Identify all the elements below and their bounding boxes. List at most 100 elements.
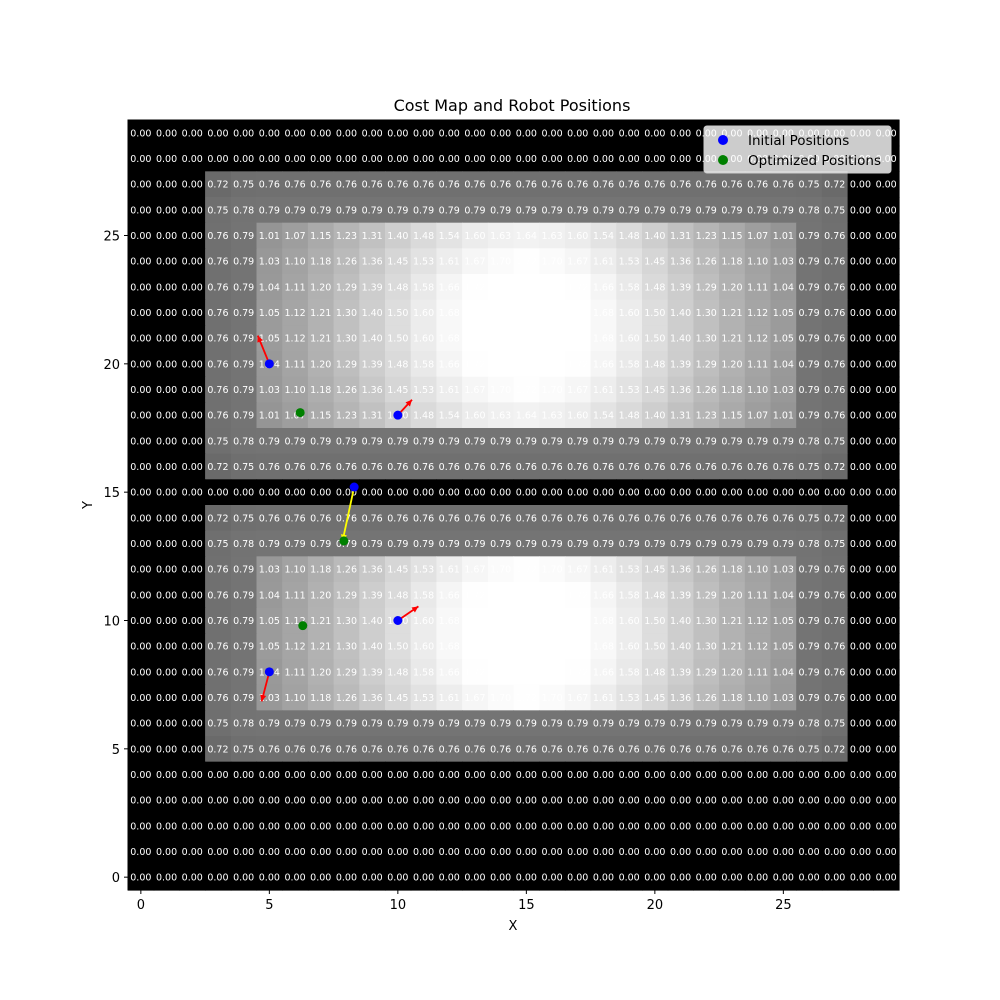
heatmap-cell-label: 0.00 [207,128,228,139]
heatmap-cell [307,145,335,172]
heatmap-cell-label: 0.00 [284,821,305,832]
heatmap-cell-label: 0.79 [362,436,383,447]
heatmap-cell-label: 1.64 [516,411,537,422]
heatmap-cell-label: 1.30 [336,308,357,319]
heatmap-cell-label: 0.00 [644,128,665,139]
heatmap-cell-label: 0.00 [644,821,665,832]
heatmap-cell-label: 1.40 [670,308,691,319]
heatmap-cell [282,838,309,865]
heatmap-cell [590,274,617,301]
heatmap-cell [693,479,720,506]
heatmap-cell [616,197,643,224]
heatmap-cell [230,274,258,301]
heatmap-cell [256,633,283,660]
heatmap-cell-label: 0.79 [439,436,460,447]
heatmap-cell [744,428,772,455]
heatmap-cell [410,736,437,763]
heatmap-cell-label: 0.00 [541,154,562,165]
heatmap-cell [205,864,232,891]
heatmap-cell [642,120,669,147]
heatmap-cell [642,376,669,403]
heatmap-cell-label: 1.11 [284,359,305,370]
heatmap-cell-label: 1.60 [413,616,434,627]
heatmap-cell-label: 0.00 [721,821,742,832]
heatmap-cell [436,376,463,403]
heatmap-cell-label: 1.04 [773,282,794,293]
heatmap-cell [821,838,849,865]
heatmap-cell-label: 1.23 [696,231,717,242]
heatmap-cell-label: 0.79 [233,231,254,242]
heatmap-cell-label: 0.00 [156,488,177,499]
heatmap-cell-label: 0.00 [156,539,177,550]
heatmap-cell-label: 0.00 [207,796,228,807]
heatmap-cell-label: 0.00 [567,770,588,781]
heatmap-cell [128,325,155,352]
heatmap-cell [153,274,180,301]
heatmap-cell [385,248,412,275]
heatmap-cell-label: 0.76 [336,744,357,755]
heatmap-cell [230,197,258,224]
heatmap-cell-label: 0.00 [876,282,897,293]
heatmap-cell-label: 1.48 [644,282,665,293]
heatmap-cell [770,479,797,506]
heatmap-cell [179,351,206,378]
optimized-position-marker [295,408,305,418]
heatmap-cell-label: 0.76 [464,180,485,191]
heatmap-cell-label: 0.00 [696,796,717,807]
heatmap-cell [307,556,335,583]
heatmap-cell-label: 1.05 [259,308,280,319]
heatmap-cell-label: 1.30 [336,642,357,653]
heatmap-cell-label: 0.79 [439,719,460,730]
heatmap-cell-label: 1.40 [670,334,691,345]
heatmap-cell-label: 1.66 [439,590,460,601]
heatmap-cell-label: 0.00 [876,411,897,422]
heatmap-cell [616,761,643,788]
heatmap-cell [205,171,232,198]
heatmap-cell [873,530,900,557]
heatmap-cell-label: 1.10 [747,385,768,396]
heatmap-cell-label: 0.00 [233,873,254,884]
heatmap-cell [487,864,515,891]
heatmap-cell [333,402,360,429]
heatmap-cell-label: 0.76 [824,565,845,576]
heatmap-cell-label: 0.00 [413,796,434,807]
heatmap-cell [770,556,797,583]
heatmap-cell-label: 1.05 [259,616,280,627]
initial-position-marker [264,667,274,677]
heatmap-cell-label: 0.00 [721,770,742,781]
heatmap-cell-label: 1.72 [464,590,485,601]
x-tick-label: 5 [265,898,273,913]
heatmap-cell-label: 0.76 [824,616,845,627]
heatmap-cell-label: 0.79 [516,539,537,550]
heatmap-cell-label: 0.76 [747,180,768,191]
heatmap-cell [436,453,463,480]
heatmap-cell-label: 0.00 [850,847,871,858]
heatmap-cell-label: 1.12 [284,334,305,345]
heatmap-cell-label: 0.00 [644,796,665,807]
heatmap-cell-label: 0.00 [284,847,305,858]
heatmap-cell-label: 0.72 [207,513,228,524]
heatmap-cell [128,299,155,326]
heatmap-cell [179,145,206,172]
heatmap-cell-label: 0.00 [850,770,871,781]
heatmap-cell-label: 1.68 [593,334,614,345]
heatmap-cell-label: 0.00 [464,796,485,807]
heatmap-cell [744,556,772,583]
heatmap-cell [410,710,437,737]
heatmap-cell-label: 1.58 [619,590,640,601]
heatmap-cell-label: 1.73 [490,334,511,345]
heatmap-cell [513,864,540,891]
heatmap-cell [847,684,874,711]
heatmap-cell-label: 1.39 [362,282,383,293]
heatmap-cell [667,659,694,686]
heatmap-cell-label: 0.00 [130,205,151,216]
heatmap-cell-label: 0.00 [259,796,280,807]
heatmap-cell-label: 0.79 [798,411,819,422]
heatmap-cell [719,530,746,557]
heatmap-cell-label: 0.00 [130,513,151,524]
heatmap-cell-label: 0.79 [233,667,254,678]
heatmap-cell-label: 0.79 [516,719,537,730]
heatmap-cell [796,453,823,480]
heatmap-cell [282,299,309,326]
